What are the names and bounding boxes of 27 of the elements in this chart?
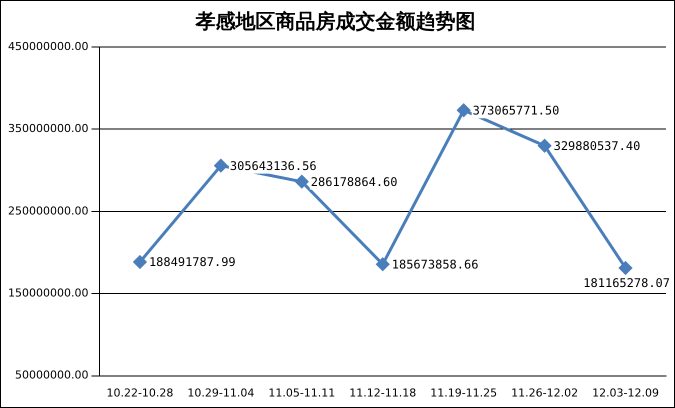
- point: [133, 255, 146, 268]
- point: [619, 261, 632, 274]
- point: [538, 139, 552, 152]
- x-tick-label: 11.19-11.25: [430, 386, 498, 400]
- x-tick-label: 11.26-12.02: [511, 386, 578, 400]
- y-tick-label: 250000000.00: [8, 204, 88, 218]
- data-label: 305643136.56: [230, 158, 317, 173]
- data-label: 373065771.50: [472, 103, 560, 118]
- y-tick-label: 50000000.00: [14, 368, 88, 382]
- x-tick-label: 11.12-11.18: [349, 386, 416, 400]
- x-tick-label: 12.03-12.09: [592, 386, 660, 400]
- data-label: 181165278.07: [583, 276, 670, 290]
- x-tick-label: 11.05-11.11: [268, 386, 336, 400]
- data-label: 188491787.99: [148, 255, 236, 270]
- point: [376, 258, 390, 271]
- y-tick-label: 450000000.00: [8, 40, 88, 53]
- x-tick-label: 10.22-10.28: [106, 386, 174, 400]
- data-label: 329880537.40: [554, 138, 640, 153]
- data-label: 286178864.60: [310, 174, 398, 189]
- x-tick-label: 10.29-11.04: [187, 386, 254, 400]
- point: [214, 159, 228, 172]
- point: [295, 175, 308, 188]
- point: [457, 104, 470, 117]
- y-tick-label: 350000000.00: [8, 122, 88, 136]
- y-tick-label: 150000000.00: [8, 286, 88, 300]
- data-label: 185673858.66: [392, 257, 478, 272]
- chart-title: 孝感地区商品房成交金额趋势图: [194, 9, 476, 34]
